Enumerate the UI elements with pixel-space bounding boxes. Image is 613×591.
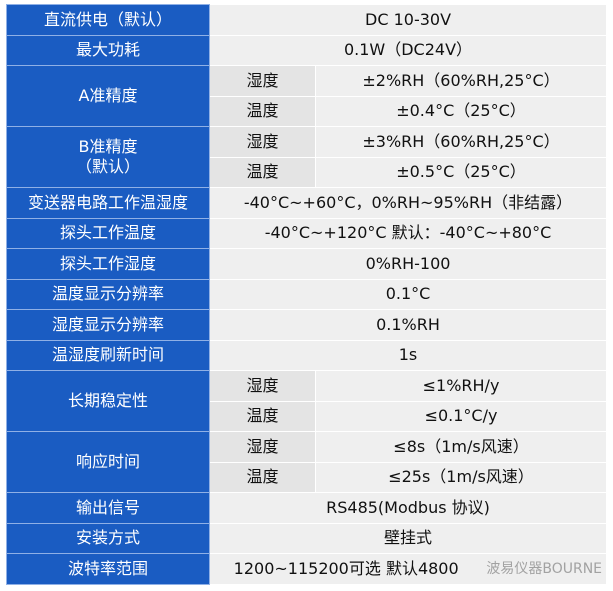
row-label: 长期稳定性 bbox=[6, 370, 210, 432]
row-label: 响应时间 bbox=[6, 431, 210, 493]
row-value: ≤8s（1m/s风速） bbox=[314, 431, 608, 463]
table-row: 输出信号 RS485(Modbus 协议) bbox=[6, 492, 608, 524]
row-label: 探头工作温度 bbox=[6, 217, 210, 249]
table-row: B准精度 （默认） 湿度 ±3%RH（60%RH,25°C） bbox=[6, 126, 608, 188]
row-value-wrap: 1200~115200可选 默认4800 波易仪器BOURNE bbox=[214, 559, 602, 579]
table-row: 变送器电路工作温湿度 -40°C~+60°C，0%RH~95%RH（非结露） bbox=[6, 187, 608, 219]
row-value: 壁挂式 bbox=[208, 522, 608, 554]
row-label: 最大功耗 bbox=[6, 34, 210, 66]
sub-label: 湿度 bbox=[209, 126, 316, 158]
row-value: -40°C~+120°C 默认：-40°C~+80°C bbox=[208, 217, 608, 249]
table-row: 波特率范围 1200~115200可选 默认4800 波易仪器BOURNE bbox=[6, 553, 608, 585]
table-row: 温湿度刷新时间 1s bbox=[6, 339, 608, 371]
row-label: 湿度显示分辨率 bbox=[6, 309, 210, 341]
row-label: 安装方式 bbox=[6, 522, 210, 554]
sub-label: 温度 bbox=[209, 156, 316, 188]
table-row: 温度 ±0.5°C（25°C） bbox=[7, 156, 608, 188]
table-row: 响应时间 湿度 ≤8s（1m/s风速） bbox=[6, 431, 608, 493]
watermark: 波易仪器BOURNE bbox=[486, 560, 603, 577]
row-value: 0.1%RH bbox=[208, 309, 608, 341]
row-label: B准精度 （默认） bbox=[6, 126, 210, 188]
row-value: 0%RH-100 bbox=[208, 248, 608, 280]
row-value: ±2%RH（60%RH,25°C） bbox=[314, 65, 608, 97]
row-value-cell: 1200~115200可选 默认4800 波易仪器BOURNE bbox=[208, 553, 608, 585]
sub-label: 温度 bbox=[209, 400, 316, 432]
table-row: 最大功耗 0.1W（DC24V） bbox=[6, 34, 608, 66]
row-value: ±0.4°C（25°C） bbox=[314, 95, 608, 127]
row-value: DC 10-30V bbox=[208, 4, 608, 36]
row-label: 温湿度刷新时间 bbox=[6, 339, 210, 371]
row-value: 1200~115200可选 默认4800 bbox=[233, 558, 459, 578]
spec-table: 直流供电（默认） DC 10-30V 最大功耗 0.1W（DC24V） A准精度 湿度 ±2… bbox=[6, 4, 608, 585]
table-row: 安装方式 壁挂式 bbox=[6, 522, 608, 554]
table-row: 温度 ≤25s（1m/s风速） bbox=[7, 461, 608, 493]
row-value: 0.1W（DC24V） bbox=[208, 34, 608, 66]
row-label: 直流供电（默认） bbox=[6, 4, 210, 36]
table-row: 探头工作湿度 0%RH-100 bbox=[6, 248, 608, 280]
sub-label: 湿度 bbox=[209, 370, 316, 402]
table-row: A准精度 湿度 ±2%RH（60%RH,25°C） bbox=[6, 65, 608, 127]
row-label: 温度显示分辨率 bbox=[6, 278, 210, 310]
table-row: 温度 ±0.4°C（25°C） bbox=[7, 95, 608, 127]
sub-label: 温度 bbox=[209, 95, 316, 127]
table-row: 探头工作温度 -40°C~+120°C 默认：-40°C~+80°C bbox=[6, 217, 608, 249]
sub-label: 湿度 bbox=[209, 65, 316, 97]
row-label: 变送器电路工作温湿度 bbox=[6, 187, 210, 219]
row-value: ±0.5°C（25°C） bbox=[314, 156, 608, 188]
row-label: A准精度 bbox=[6, 65, 210, 127]
row-value: ≤0.1°C/y bbox=[314, 400, 608, 432]
row-value: -40°C~+60°C，0%RH~95%RH（非结露） bbox=[208, 187, 608, 219]
table-row: 湿度显示分辨率 0.1%RH bbox=[6, 309, 608, 341]
row-value: ±3%RH（60%RH,25°C） bbox=[314, 126, 608, 158]
table-row: 温度显示分辨率 0.1°C bbox=[6, 278, 608, 310]
table-row: 直流供电（默认） DC 10-30V bbox=[6, 4, 608, 36]
row-label: 探头工作湿度 bbox=[6, 248, 210, 280]
row-value: 0.1°C bbox=[208, 278, 608, 310]
sub-label: 湿度 bbox=[209, 431, 316, 463]
table-row: 长期稳定性 湿度 ≤1%RH/y bbox=[6, 370, 608, 432]
row-label: 波特率范围 bbox=[6, 553, 210, 585]
row-value: ≤1%RH/y bbox=[314, 370, 608, 402]
row-value: RS485(Modbus 协议) bbox=[208, 492, 608, 524]
row-value: ≤25s（1m/s风速） bbox=[314, 461, 608, 493]
row-value: 1s bbox=[208, 339, 608, 371]
table-row: 温度 ≤0.1°C/y bbox=[7, 400, 608, 432]
row-label: 输出信号 bbox=[6, 492, 210, 524]
sub-label: 温度 bbox=[209, 461, 316, 493]
